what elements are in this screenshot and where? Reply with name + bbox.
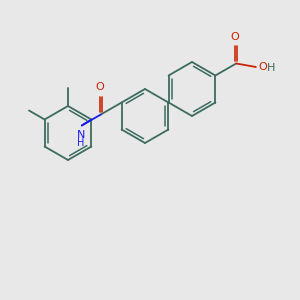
Text: O: O (231, 32, 239, 41)
Text: O: O (95, 82, 104, 92)
Text: H: H (267, 63, 275, 73)
Text: N: N (76, 130, 85, 140)
Text: H: H (77, 137, 85, 148)
Text: O: O (259, 62, 268, 72)
